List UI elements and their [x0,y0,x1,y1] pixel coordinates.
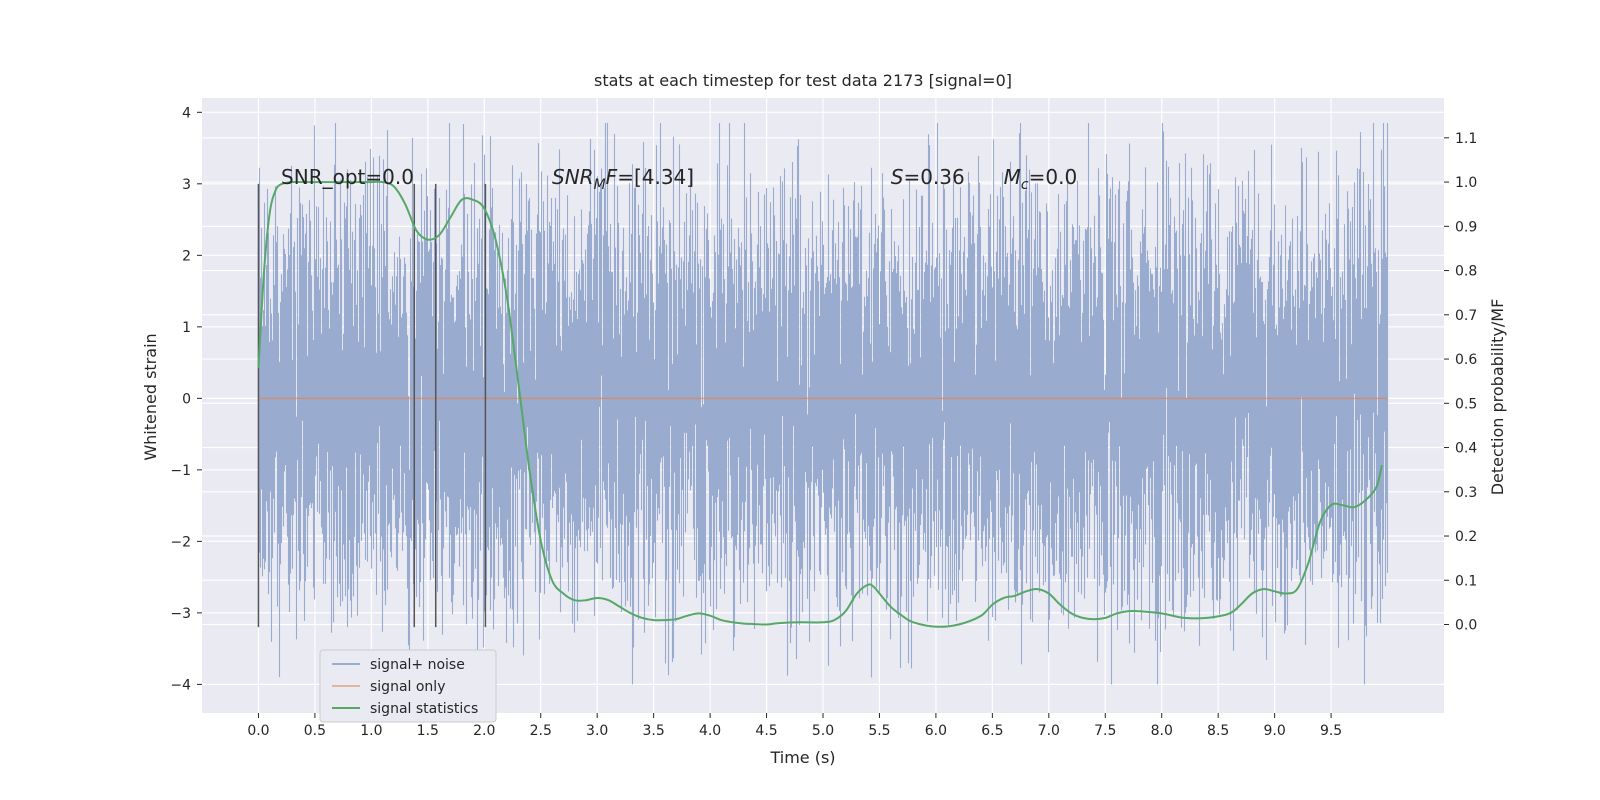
y-right-axis-label: Detection probability/MF [1488,299,1507,496]
annotations: SNR_opt=0.0 SNRMF=[4.34] S=0.36 Mc=0.0 [281,165,1077,193]
y-left-axis-ticks: 4 3 2 1 0 −1 −2 −3 −4 [170,105,202,693]
y-left-tick-label: −4 [170,677,191,693]
y-right-tick-label: 0.0 [1455,618,1477,634]
y-right-tick-label: 0.9 [1455,219,1477,235]
y-left-tick-label: −1 [170,463,191,479]
legend: signal+ noise signal only signal statist… [319,649,497,723]
legend-label-statistics: signal statistics [370,701,478,717]
series-signal-statistics [257,180,1383,628]
vertical-markers [257,183,487,628]
x-tick-label: 9.5 [1320,723,1342,739]
x-tick-label: 8.5 [1207,723,1229,739]
x-tick-label: 1.0 [360,723,382,739]
annotation-0: SNR_opt=0.0 [281,165,414,189]
legend-label-signal-only: signal only [370,679,445,695]
legend-label-noise: signal+ noise [370,657,465,673]
y-right-tick-label: 1.1 [1455,131,1477,147]
y-right-tick-label: 1.0 [1455,175,1477,191]
y-right-tick-label: 0.4 [1455,441,1477,457]
x-tick-label: 2.5 [530,723,552,739]
statistics-line [257,180,1383,628]
y-right-axis-ticks: 1.1 1.0 0.9 0.8 0.7 0.6 0.5 0.4 0.3 0.2 0.1 0.0 [1444,131,1477,634]
annotation-2: S=0.36 [891,165,965,189]
y-right-tick-label: 0.6 [1455,352,1477,368]
annotation-3: Mc=0.0 [1004,165,1078,193]
y-left-tick-label: 2 [182,248,191,264]
y-left-tick-label: 1 [182,320,191,336]
y-right-tick-label: 0.1 [1455,573,1477,589]
x-axis-label: Time (s) [769,748,835,767]
y-right-tick-label: 0.3 [1455,485,1477,501]
x-tick-label: 4.5 [755,723,777,739]
x-tick-label: 3.5 [643,723,665,739]
x-tick-label: 7.5 [1094,723,1116,739]
x-tick-label: 7.0 [1038,723,1060,739]
y-right-tick-label: 0.5 [1455,396,1477,412]
x-tick-label: 3.0 [586,723,608,739]
y-left-tick-label: 3 [182,177,191,193]
x-tick-label: 1.5 [417,723,439,739]
chart-title: stats at each timestep for test data 217… [594,71,1012,90]
x-tick-label: 6.5 [981,723,1003,739]
y-right-tick-label: 0.2 [1455,529,1477,545]
y-left-axis-label: Whitened strain [141,333,160,460]
y-right-tick-label: 0.8 [1455,264,1477,280]
y-left-tick-label: −2 [170,534,191,550]
y-left-tick-label: 0 [182,391,191,407]
y-left-tick-label: 4 [182,105,191,121]
y-left-tick-label: −3 [170,606,191,622]
x-tick-label: 4.0 [699,723,721,739]
x-tick-label: 5.5 [868,723,890,739]
annotation-1: SNRMF=[4.34] [552,165,694,193]
x-axis-ticks: 0.0 0.5 1.0 1.5 2.0 2.5 3.0 3.5 4.0 4.5 5.0 5.5 6.0 6… [247,713,1342,739]
legend-box [319,649,497,723]
x-tick-label: 6.0 [925,723,947,739]
x-tick-label: 9.0 [1264,723,1286,739]
x-tick-label: 8.0 [1151,723,1173,739]
x-tick-label: 0.5 [304,723,326,739]
x-tick-label: 2.0 [473,723,495,739]
x-tick-label: 5.0 [812,723,834,739]
x-tick-label: 0.0 [247,723,269,739]
y-right-tick-label: 0.7 [1455,308,1477,324]
